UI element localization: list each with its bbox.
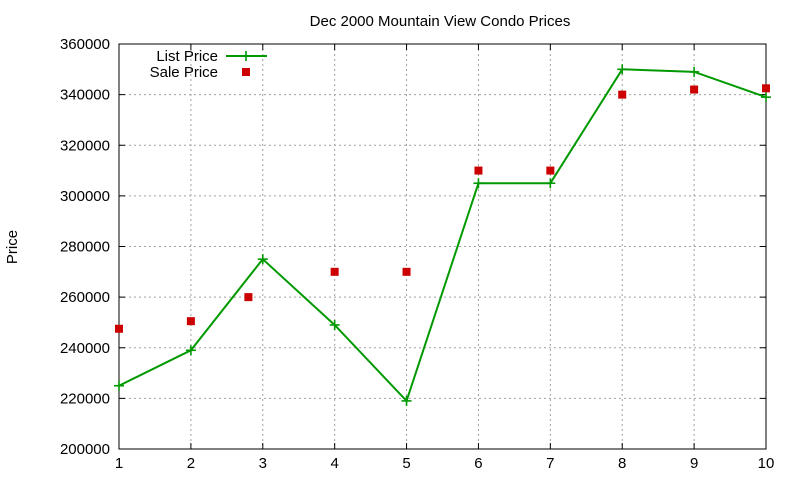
- sale-price-point: [546, 166, 555, 175]
- y-tick-label: 200000: [60, 441, 110, 458]
- x-tick-label: 5: [402, 455, 410, 472]
- series-layer: [114, 64, 771, 406]
- grid: [119, 44, 766, 449]
- x-tick-label: 9: [690, 455, 698, 472]
- list-price-point: [761, 92, 771, 103]
- sale-price-point: [474, 166, 483, 175]
- legend-label: Sale Price: [150, 64, 218, 81]
- y-tick-label: 300000: [60, 188, 110, 205]
- legend-item-sale-price: Sale Price: [150, 64, 250, 81]
- x-tick-label: 3: [259, 455, 267, 472]
- x-tick-label: 2: [187, 455, 195, 472]
- sale-price-point: [330, 267, 339, 276]
- x-tick-label: 6: [474, 455, 482, 472]
- legend-label: List Price: [156, 48, 218, 65]
- y-tick-label: 220000: [60, 390, 110, 407]
- sale-price-point: [690, 85, 699, 94]
- list-price-point: [114, 380, 124, 391]
- x-tick-label: 1: [115, 455, 123, 472]
- y-tick-label: 260000: [60, 289, 110, 306]
- series-list-price: [114, 64, 771, 406]
- chart-title: Dec 2000 Mountain View Condo Prices: [310, 13, 571, 30]
- list-price-point: [617, 64, 628, 75]
- legend-swatch-marker: [241, 51, 251, 61]
- x-tick-label: 4: [330, 455, 338, 472]
- y-tick-label: 340000: [60, 87, 110, 104]
- sale-price-point: [244, 293, 253, 302]
- sale-price-point: [186, 317, 195, 326]
- list-price-point: [185, 345, 196, 356]
- sale-price-point: [115, 324, 123, 333]
- list-price-line: [118, 68, 767, 403]
- list-price-point: [257, 254, 268, 265]
- x-tick-label: 8: [618, 455, 626, 472]
- legend-swatch-marker: [242, 68, 250, 76]
- sale-price-point: [618, 90, 627, 99]
- list-price-point: [401, 395, 412, 406]
- x-tick-label: 7: [546, 455, 554, 472]
- y-tick-label: 240000: [60, 340, 110, 357]
- legend-item-list-price: List Price: [156, 48, 267, 65]
- list-price-point: [545, 178, 556, 189]
- plot-frame: [118, 43, 767, 450]
- y-tick-label: 280000: [60, 239, 110, 256]
- series-sale-price: [115, 84, 770, 333]
- sale-price-point: [402, 267, 411, 276]
- y-tick-label: 360000: [60, 36, 110, 53]
- list-price-point: [329, 319, 340, 330]
- list-price-point: [473, 178, 484, 189]
- list-price-point: [689, 66, 700, 77]
- sale-price-point: [762, 84, 770, 93]
- x-tick-label: 10: [758, 455, 775, 472]
- y-tick-label: 320000: [60, 137, 110, 154]
- axes: 200000 220000 240000 260000 280000 300000 3200…: [60, 36, 774, 472]
- y-axis-label: Price: [4, 230, 21, 264]
